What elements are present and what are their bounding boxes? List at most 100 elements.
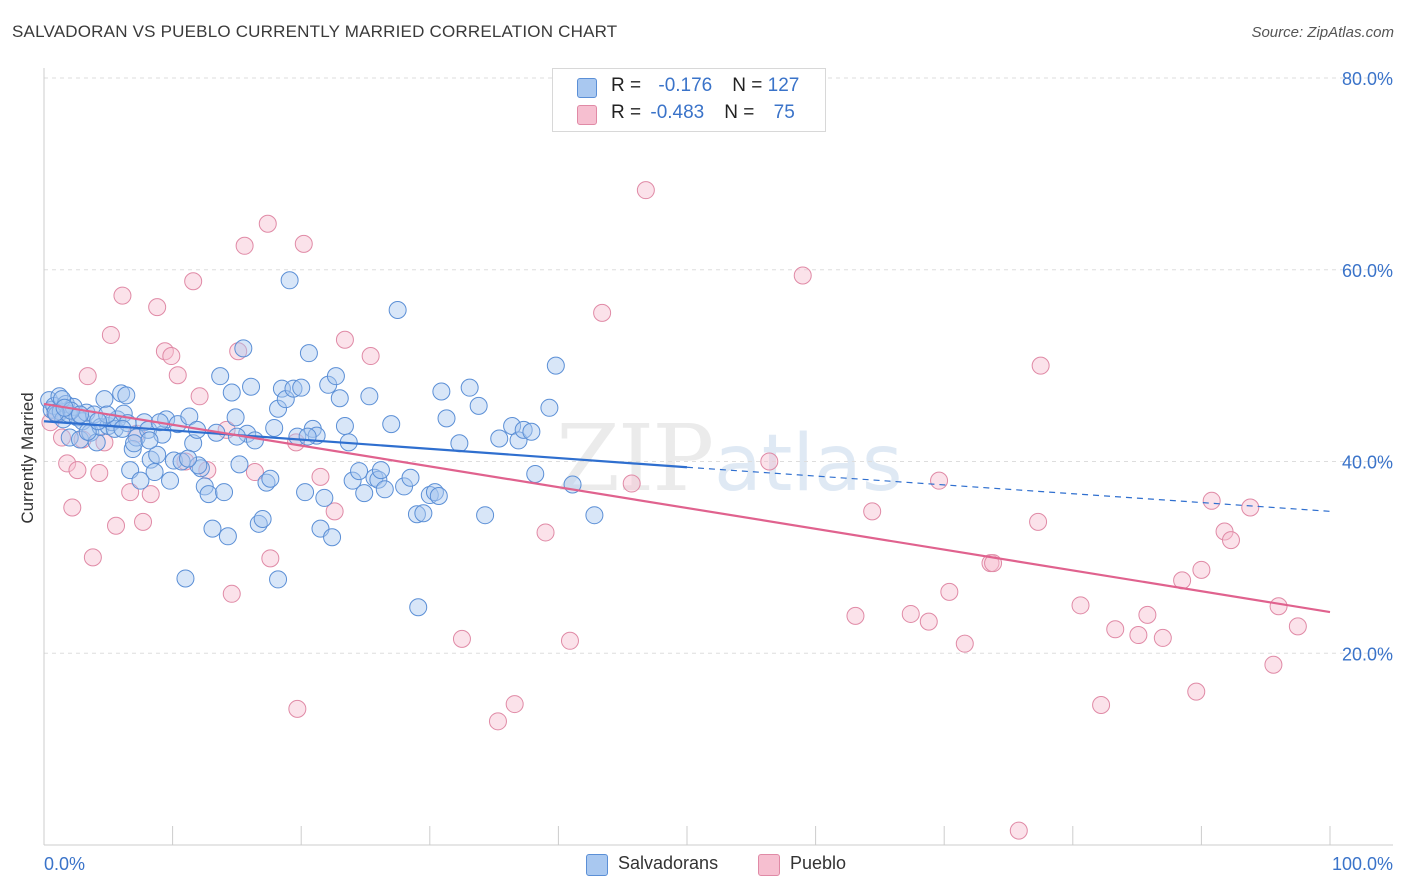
- x-tick-label: 0.0%: [44, 854, 85, 874]
- pueblo-point: [58, 454, 77, 473]
- source-label: Source: ZipAtlas.com: [1251, 24, 1394, 41]
- salvadoran-point: [284, 379, 303, 398]
- pueblo-point: [1009, 821, 1028, 840]
- salvadoran-point: [315, 488, 334, 507]
- salvadoran-point: [526, 464, 545, 483]
- pueblo-point: [1221, 531, 1240, 550]
- series-legend: Salvadorans Pueblo: [0, 852, 1406, 878]
- pueblo-point: [113, 286, 132, 305]
- salvadoran-point: [230, 455, 249, 474]
- pueblo-point: [793, 266, 812, 285]
- salvadoran-point: [388, 301, 407, 320]
- salvadoran-point: [269, 570, 288, 589]
- pueblo-point: [294, 234, 313, 253]
- pueblo-point: [622, 474, 641, 493]
- y-tick-label: 40.0%: [1342, 453, 1393, 473]
- series-swatch-blue: [586, 854, 608, 876]
- legend-r-value: -0.176: [658, 75, 713, 96]
- salvadoran-point: [350, 462, 369, 481]
- pueblo-point: [361, 347, 380, 366]
- pueblo-point: [141, 485, 160, 504]
- pueblo-point: [83, 548, 102, 567]
- series-label-salvadorans: Salvadorans: [618, 853, 719, 873]
- legend-swatch-blue: [577, 78, 597, 98]
- salvadoran-point: [164, 451, 183, 470]
- pueblo-point: [258, 214, 277, 233]
- axes: [43, 68, 1393, 846]
- salvadoran-point: [87, 433, 106, 452]
- pueblo-point: [229, 342, 248, 361]
- salvadoran-point: [514, 420, 533, 439]
- salvadoran-point: [161, 471, 180, 490]
- pueblo-point: [107, 516, 126, 535]
- salvadoran-point: [509, 431, 528, 450]
- pueblo-point: [1129, 626, 1148, 645]
- pueblo-point: [162, 347, 181, 366]
- legend-text-salvadorans: R = -0.176 N = 127: [611, 75, 799, 97]
- salvadoran-point: [460, 378, 479, 397]
- pueblo-point: [452, 629, 471, 648]
- pueblo-point: [901, 604, 920, 623]
- salvadoran-point: [299, 344, 318, 363]
- tick-labels: 20.0% 40.0% 60.0% 80.0% 0.0% 100.0%: [44, 69, 1393, 874]
- salvadoran-point: [131, 471, 150, 490]
- salvadoran-point: [245, 431, 264, 450]
- pueblo-point: [1202, 491, 1221, 510]
- pueblo-point: [101, 325, 120, 344]
- pueblo-point: [148, 298, 167, 317]
- pueblo-point: [261, 549, 280, 568]
- pueblo-point: [1071, 596, 1090, 615]
- salvadoran-point: [125, 434, 144, 453]
- salvadoran-point: [326, 367, 345, 386]
- salvadoran-point: [407, 505, 426, 524]
- pueblo-point: [53, 428, 72, 447]
- pueblo-point: [168, 366, 187, 385]
- pueblo-point: [536, 523, 555, 542]
- salvadoran-point: [292, 378, 311, 397]
- legend-swatch-pink: [577, 105, 597, 125]
- y-tick-label: 20.0%: [1342, 644, 1393, 664]
- salvadoran-point: [89, 412, 108, 431]
- salvadoran-point: [203, 519, 222, 538]
- pueblo-point: [919, 612, 938, 631]
- y-tick-label: 60.0%: [1342, 261, 1393, 281]
- pueblo-point: [1029, 512, 1048, 531]
- salvadoran-point: [211, 367, 230, 386]
- salvadoran-point: [218, 527, 237, 546]
- pueblo-point: [1264, 655, 1283, 674]
- salvadoran-point: [420, 486, 439, 505]
- salvadoran-point: [330, 389, 349, 408]
- salvadoran-point: [179, 449, 198, 468]
- legend-r-value: -0.483: [650, 102, 705, 123]
- pueblo-point: [1106, 620, 1125, 639]
- pueblo-point: [636, 181, 655, 200]
- salvadoran-trend-extension: [686, 466, 1331, 512]
- pueblo-point: [1092, 696, 1111, 715]
- legend-n-value: 75: [773, 102, 795, 123]
- pueblo-point: [222, 584, 241, 603]
- pueblo-point: [863, 502, 882, 521]
- salvadoran-point: [199, 485, 218, 504]
- salvadoran-points: [40, 271, 604, 617]
- salvadoran-point: [429, 487, 448, 506]
- pueblo-point: [235, 236, 254, 255]
- pueblo-point: [488, 712, 507, 731]
- pueblo-point: [955, 634, 974, 653]
- salvadoran-point: [382, 415, 401, 434]
- legend-r-label: R =: [611, 75, 647, 96]
- salvadoran-point: [276, 390, 295, 409]
- salvadoran-point: [432, 382, 451, 401]
- pueblo-point: [1288, 617, 1307, 636]
- salvadoran-point: [269, 399, 288, 418]
- salvadoran-point: [371, 461, 390, 480]
- pueblo-point: [134, 512, 153, 531]
- salvadoran-point: [180, 407, 199, 426]
- salvadoran-point: [176, 569, 195, 588]
- salvadoran-point: [226, 408, 245, 427]
- pueblo-point: [560, 631, 579, 650]
- salvadoran-trend-line: [43, 420, 688, 469]
- salvadoran-point: [253, 510, 272, 529]
- salvadoran-point: [140, 431, 159, 450]
- salvadoran-point: [469, 396, 488, 415]
- pueblo-point: [593, 303, 612, 322]
